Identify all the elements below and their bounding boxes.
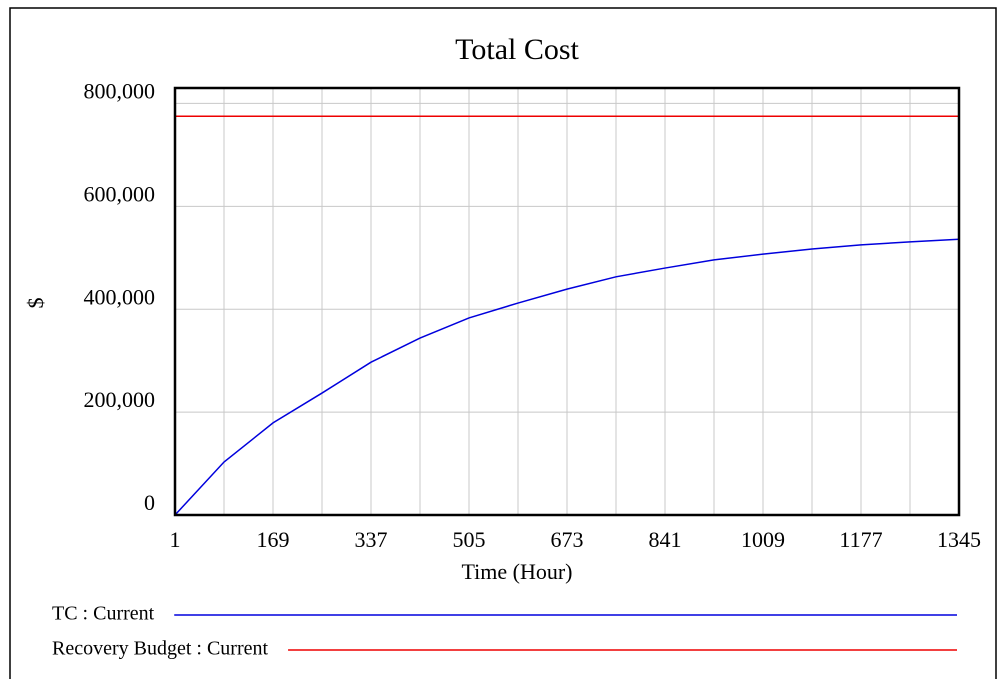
x-tick-label: 673: [551, 527, 584, 552]
y-tick-label: 800,000: [84, 78, 156, 103]
x-tick-label: 1: [170, 527, 181, 552]
x-tick-label: 505: [453, 527, 486, 552]
x-axis-label: Time (Hour): [461, 559, 572, 584]
y-tick-label: 200,000: [84, 387, 156, 412]
chart-title: Total Cost: [455, 33, 579, 66]
y-tick-label: 400,000: [84, 284, 156, 309]
x-tick-label: 841: [649, 527, 682, 552]
y-tick-label: 0: [144, 490, 155, 515]
series-line: [174, 238, 960, 516]
x-tick-label: 1009: [741, 527, 785, 552]
x-tick-label: 337: [355, 527, 388, 552]
frame: [9, 7, 997, 679]
plot-border: [173, 86, 961, 517]
x-tick-label: 169: [257, 527, 290, 552]
legend-label: Recovery Budget : Current: [52, 638, 268, 660]
y-tick-label: 600,000: [84, 181, 156, 206]
legend-label: TC : Current: [52, 603, 155, 625]
y-axis-label: $: [23, 298, 48, 309]
x-tick-label: 1345: [937, 527, 981, 552]
x-tick-label: 1177: [839, 527, 882, 552]
